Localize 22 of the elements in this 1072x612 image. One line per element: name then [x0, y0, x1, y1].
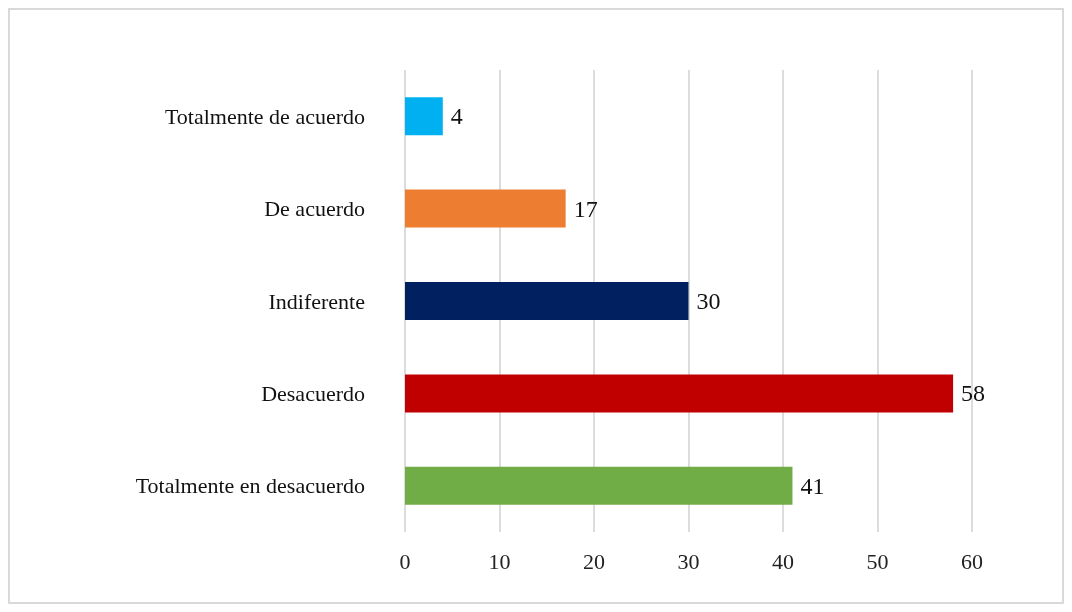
- x-tick-label: 40: [772, 548, 794, 574]
- data-label: 41: [800, 472, 825, 499]
- x-tick-label: 60: [961, 548, 983, 574]
- bar: [405, 97, 443, 136]
- data-label: 30: [696, 288, 721, 314]
- y-tick-label: Totalmente de acuerdo: [164, 103, 365, 129]
- y-tick-label: Totalmente en desacuerdo: [135, 473, 365, 499]
- data-label: 17: [573, 195, 598, 222]
- data-label: 4: [450, 103, 463, 130]
- y-tick-label: De acuerdo: [264, 196, 365, 222]
- x-tick-label: 0: [399, 548, 411, 574]
- bar: [405, 466, 793, 505]
- bar: [405, 374, 954, 413]
- x-tick-label: 30: [677, 548, 700, 574]
- bar: [405, 282, 689, 320]
- y-tick-label: Desacuerdo: [261, 380, 365, 406]
- y-tick-label: Indiferente: [268, 288, 365, 314]
- x-tick-label: 10: [488, 548, 511, 574]
- x-tick-label: 50: [866, 548, 889, 574]
- x-tick-label: 20: [583, 548, 605, 574]
- data-label: 58: [961, 380, 986, 407]
- bar: [405, 189, 566, 228]
